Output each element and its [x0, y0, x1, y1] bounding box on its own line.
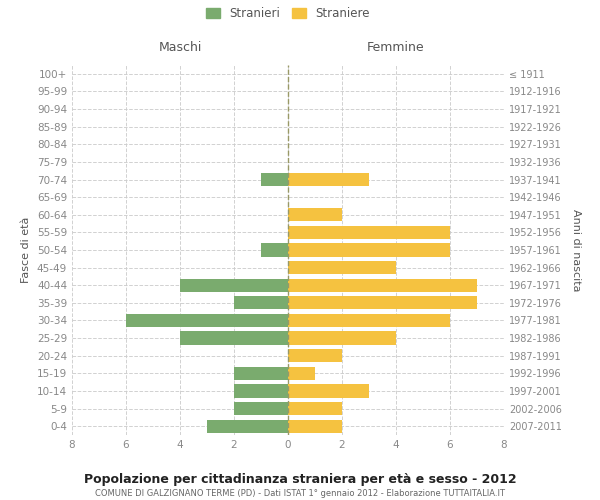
Bar [288, 402, 342, 415]
Bar [288, 384, 369, 398]
Text: Popolazione per cittadinanza straniera per età e sesso - 2012: Popolazione per cittadinanza straniera p… [83, 472, 517, 486]
Bar [126, 314, 288, 327]
Bar [288, 278, 477, 292]
Bar [288, 261, 396, 274]
Bar [261, 244, 288, 256]
Text: Maschi: Maschi [158, 42, 202, 54]
Bar [288, 226, 450, 239]
Text: Femmine: Femmine [367, 42, 425, 54]
Y-axis label: Fasce di età: Fasce di età [22, 217, 31, 283]
Bar [234, 366, 288, 380]
Bar [288, 208, 342, 222]
Bar [180, 332, 288, 344]
Bar [288, 366, 315, 380]
Bar [288, 420, 342, 433]
Bar [288, 173, 369, 186]
Bar [288, 332, 396, 344]
Bar [180, 278, 288, 292]
Bar [234, 384, 288, 398]
Bar [234, 402, 288, 415]
Bar [288, 296, 477, 310]
Bar [288, 349, 342, 362]
Bar [288, 314, 450, 327]
Text: COMUNE DI GALZIGNANO TERME (PD) - Dati ISTAT 1° gennaio 2012 - Elaborazione TUTT: COMUNE DI GALZIGNANO TERME (PD) - Dati I… [95, 489, 505, 498]
Bar [261, 173, 288, 186]
Legend: Stranieri, Straniere: Stranieri, Straniere [201, 2, 375, 24]
Y-axis label: Anni di nascita: Anni di nascita [571, 209, 581, 291]
Bar [288, 244, 450, 256]
Bar [207, 420, 288, 433]
Bar [234, 296, 288, 310]
